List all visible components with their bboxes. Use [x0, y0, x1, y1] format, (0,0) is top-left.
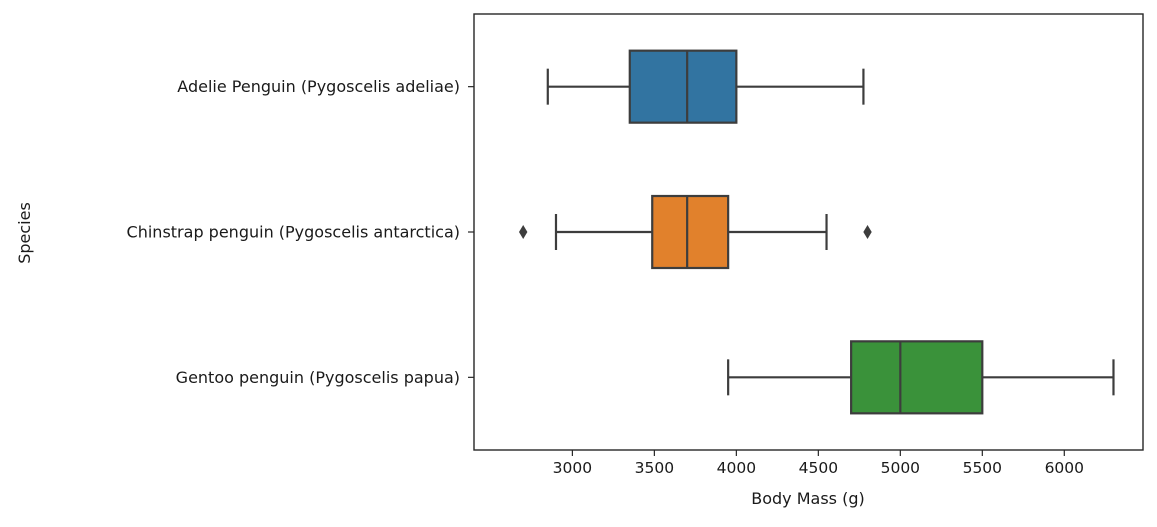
iqr-box [651, 194, 730, 270]
x-tick-label: 6000 [1045, 459, 1084, 477]
iqr-box [850, 340, 984, 415]
y-axis-label: Species [15, 202, 34, 264]
x-tick-label: 5500 [963, 459, 1002, 477]
x-tick-label: 4500 [799, 459, 838, 477]
box-group [518, 194, 872, 270]
y-tick-label: Adelie Penguin (Pygoscelis adeliae) [177, 77, 460, 96]
y-tick-label: Gentoo penguin (Pygoscelis papua) [176, 368, 460, 387]
box-group [727, 340, 1115, 415]
y-tick-label: Chinstrap penguin (Pygoscelis antarctica… [127, 223, 460, 242]
iqr-box [628, 49, 738, 124]
x-tick-label: 3500 [635, 459, 674, 477]
outlier-point [863, 225, 872, 239]
x-tick-label: 3000 [553, 459, 592, 477]
x-tick-label: 5000 [881, 459, 920, 477]
plot-area [518, 49, 1115, 415]
outlier-point [518, 225, 528, 239]
x-tick-label: 4000 [717, 459, 756, 477]
box-group [546, 49, 865, 124]
x-axis-label: Body Mass (g) [751, 489, 864, 508]
axes: 3000 3500 4000 4500 5000 5500 6000 Adelie Pengu… [127, 13, 1144, 477]
